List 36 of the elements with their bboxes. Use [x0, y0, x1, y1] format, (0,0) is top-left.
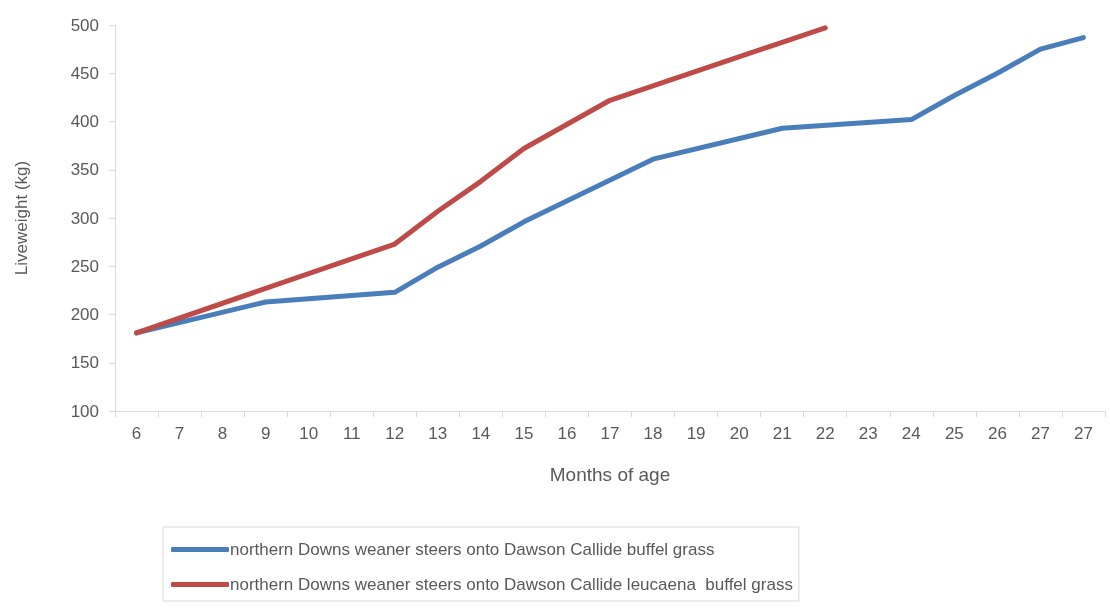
y-axis-title: Liveweight (kg) [12, 160, 31, 276]
legend-label: northern Downs weaner steers onto Dawson Callide leucaena buffel grass [230, 575, 793, 594]
x-axis-title: Months of age [549, 464, 671, 485]
y-tick-label: 500 [70, 15, 99, 35]
y-tick-label: 450 [70, 63, 99, 83]
x-tick-label: 9 [260, 424, 271, 443]
y-tick-label: 350 [70, 160, 99, 180]
x-tick-label: 12 [385, 424, 405, 443]
y-tick-label: 100 [70, 401, 99, 421]
x-tick-label: 8 [217, 424, 228, 443]
x-tick-label: 22 [815, 424, 835, 443]
x-tick-label: 27 [1074, 424, 1093, 443]
x-tick-label: 7 [174, 424, 185, 443]
legend-label: northern Downs weaner steers onto Dawson Callide buffel grass [230, 540, 715, 559]
x-tick-label: 19 [686, 424, 706, 443]
x-tick-label: 13 [428, 424, 448, 443]
x-tick-label: 24 [901, 424, 921, 443]
x-tick-label: 25 [944, 424, 964, 443]
x-tick-label: 10 [299, 424, 319, 443]
x-tick-label: 26 [987, 424, 1007, 443]
y-tick-label: 250 [70, 256, 99, 276]
x-tick-label: 14 [471, 424, 491, 443]
y-tick-label: 200 [70, 305, 99, 324]
x-tick-label: 16 [557, 424, 577, 443]
x-tick-label: 21 [772, 424, 792, 443]
x-tick-label: 18 [643, 424, 663, 443]
y-tick-label: 150 [70, 353, 99, 373]
y-tick-label: 400 [70, 112, 99, 131]
x-tick-label: 6 [131, 424, 142, 443]
x-tick-label: 27 [1030, 424, 1050, 443]
x-tick-label: 11 [342, 424, 361, 443]
y-tick-label: 300 [70, 208, 99, 228]
x-tick-label: 23 [858, 424, 878, 443]
x-tick-label: 17 [600, 424, 620, 443]
x-tick-label: 15 [514, 424, 534, 443]
x-tick-label: 20 [729, 424, 749, 443]
